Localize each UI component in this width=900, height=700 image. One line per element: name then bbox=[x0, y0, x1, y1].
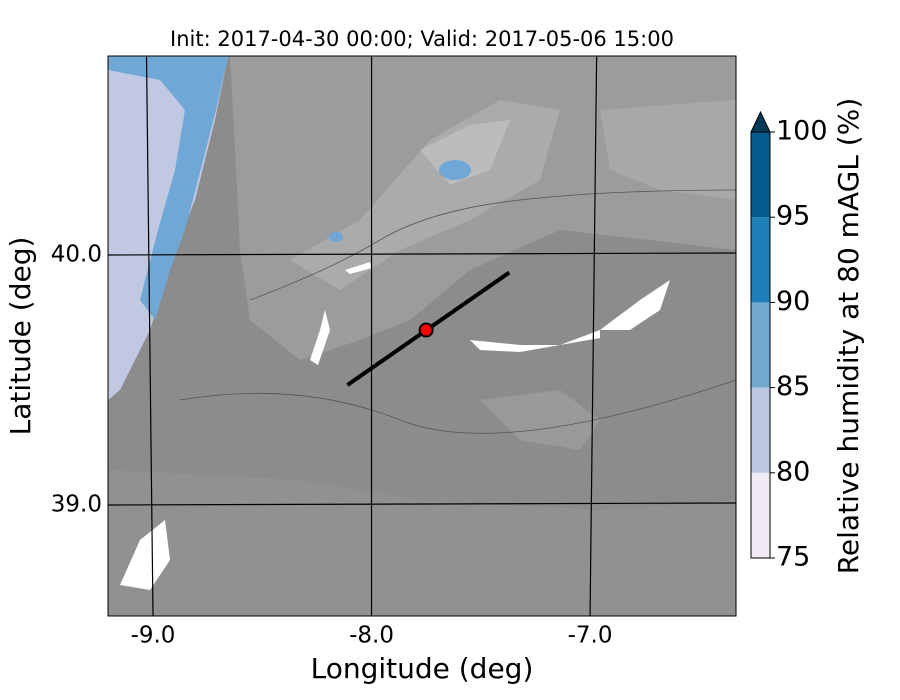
grid-line bbox=[108, 502, 736, 506]
plot-frame bbox=[107, 55, 737, 617]
grid-line bbox=[145, 56, 154, 616]
colorbar-bin bbox=[751, 132, 770, 218]
colorbar-tick-label: 90 bbox=[776, 286, 810, 317]
contour-line bbox=[249, 189, 736, 301]
y-tick-label: 39.0 bbox=[51, 492, 102, 518]
x-tick-label: -9.0 bbox=[131, 623, 176, 649]
colorbar-frame bbox=[750, 131, 771, 559]
grid-line bbox=[108, 252, 736, 256]
y-axis-label: Latitude (deg) bbox=[4, 237, 37, 436]
site-marker bbox=[418, 322, 434, 338]
ocean-humid-high bbox=[108, 56, 228, 320]
grid-line bbox=[589, 56, 598, 616]
lowland bbox=[108, 470, 736, 616]
colorbar-tick-label: 95 bbox=[776, 201, 810, 232]
upland-3 bbox=[600, 100, 736, 200]
colorbar-bin bbox=[751, 472, 770, 558]
upland-5 bbox=[480, 390, 600, 450]
colorbar-tick-label: 75 bbox=[776, 542, 810, 573]
colorbar-label: Relative humidity at 80 mAGL (%) bbox=[832, 98, 865, 575]
colorbar-tick-label: 85 bbox=[776, 371, 810, 402]
x-axis-label: Longitude (deg) bbox=[311, 652, 534, 685]
colorbar-bin bbox=[751, 217, 770, 303]
terrain-field bbox=[108, 56, 736, 616]
colorbar-tick-label: 80 bbox=[776, 456, 810, 487]
y-tick-label: 40.0 bbox=[51, 242, 102, 268]
water-body bbox=[120, 520, 170, 590]
contour-line bbox=[179, 379, 736, 434]
river bbox=[310, 310, 330, 365]
river bbox=[470, 330, 600, 352]
map-title: Init: 2017-04-30 00:00; Valid: 2017-05-0… bbox=[170, 27, 674, 51]
humid-patch bbox=[329, 232, 343, 242]
colorbar-extend bbox=[750, 110, 771, 133]
x-tick-label: -8.0 bbox=[349, 623, 394, 649]
humid-patch bbox=[439, 160, 471, 180]
overlay bbox=[108, 56, 736, 616]
x-tick-label: -7.0 bbox=[568, 623, 613, 649]
colorbar-tick-label: 100 bbox=[776, 116, 828, 147]
water-body bbox=[600, 280, 670, 330]
colorbar-bin bbox=[751, 302, 770, 388]
colorbar-bin bbox=[751, 387, 770, 473]
river bbox=[345, 262, 372, 274]
